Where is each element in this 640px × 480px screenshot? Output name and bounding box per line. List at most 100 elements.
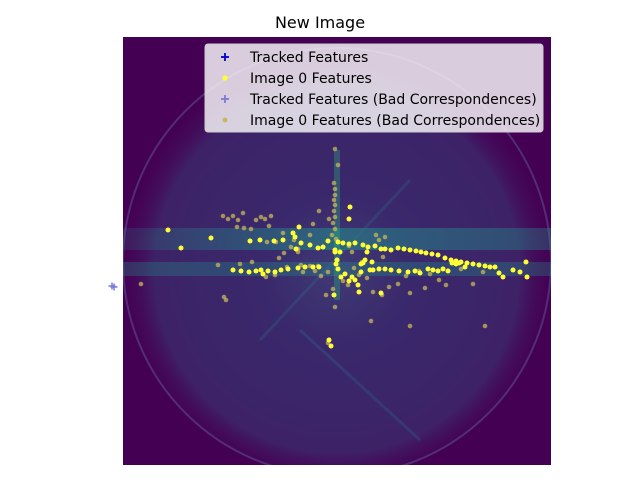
image-0-features-point [325, 238, 331, 244]
image-0-features-point [500, 274, 506, 280]
image-0-features-bad-correspondences-point [225, 216, 231, 222]
image-0-features-point [355, 282, 361, 288]
image-0-features-point [247, 238, 253, 244]
image-0-features-point [429, 251, 435, 257]
image-0-features-point [358, 269, 364, 275]
image-0-features-bad-correspondences-point [332, 202, 338, 208]
image-0-features-point [449, 260, 455, 266]
image-0-features-point [435, 268, 441, 274]
image-0-features-bad-correspondences-point [300, 269, 306, 275]
sonar-fov-circle [123, 47, 551, 465]
image-0-features-bad-correspondences-point [325, 269, 331, 275]
image-0-features-point [331, 292, 337, 298]
image-0-features-point [334, 257, 340, 263]
image-0-features-bad-correspondences-point [480, 269, 486, 275]
image-0-features-bad-correspondences-point [351, 265, 357, 271]
scatter-marks [108, 146, 530, 349]
image-0-features-point [423, 250, 429, 256]
image-0-features-point [253, 268, 259, 274]
image-0-features-bad-correspondences-point [340, 278, 346, 284]
image-0-features-point [310, 264, 316, 270]
image-0-features-bad-correspondences-point [349, 249, 355, 255]
image-0-features-point [372, 243, 378, 249]
image-0-features-bad-correspondences-point [422, 285, 428, 291]
image-0-features-bad-correspondences-point [443, 282, 449, 288]
image-0-features-point [238, 268, 244, 274]
image-0-features-bad-correspondences-point [263, 274, 269, 280]
image-0-features-bad-correspondences-point [298, 262, 304, 268]
image-0-features-point [302, 264, 308, 270]
image-0-features-point [230, 267, 236, 273]
image-0-features-bad-correspondences-point [373, 232, 379, 238]
image-0-features-point [208, 235, 214, 241]
legend-label-tracked-bad: Tracked Features (Bad Correspondences) [249, 92, 537, 108]
image-0-features-point [395, 245, 401, 251]
image-0-features-point [246, 269, 252, 275]
image-0-features-bad-correspondences-point [364, 275, 370, 281]
image-0-features-point [496, 270, 502, 276]
image-0-features-bad-correspondences-point [470, 281, 476, 287]
image-0-features-bad-correspondences-point [235, 217, 241, 223]
image-0-features-point [425, 266, 431, 272]
sonar-diagonal-streak-2 [298, 328, 422, 442]
image-0-features-bad-correspondences-point [234, 224, 240, 230]
image-0-features-point [456, 260, 462, 266]
image-0-features-bad-correspondences-point [395, 281, 401, 287]
image-0-features-point [412, 268, 418, 274]
image-0-features-bad-correspondences-point [458, 266, 464, 272]
image-0-features-point [320, 244, 326, 250]
image-0-features-point [265, 268, 271, 274]
legend-label-image0-features: Image 0 Features [250, 71, 372, 87]
image-0-features-bad-correspondences-point [281, 250, 287, 256]
image-0-features-bad-correspondences-point [407, 323, 413, 329]
image-0-features-point [346, 241, 352, 247]
image-0-features-point [417, 270, 423, 276]
image-0-features-bad-correspondences-point [332, 226, 338, 232]
image-0-features-point [346, 278, 352, 284]
dot-marker-icon [222, 117, 228, 123]
image-0-features-bad-correspondences-point [276, 255, 282, 261]
image-0-features-bad-correspondences-point [220, 213, 226, 219]
image-0-features-point [523, 259, 529, 265]
image-0-features-point [340, 240, 346, 246]
image-0-features-point [342, 271, 348, 277]
image-0-features-bad-correspondences-point [330, 286, 336, 292]
image-0-features-bad-correspondences-point [318, 273, 324, 279]
image-0-features-bad-correspondences-point [386, 284, 392, 290]
image-0-features-point [328, 343, 334, 349]
tracked-features-bad-correspondences-point [110, 283, 118, 291]
image-0-features-point [510, 267, 516, 273]
image-0-features-bad-correspondences-point [237, 261, 243, 267]
image-0-features-point [260, 271, 266, 277]
image-0-features-point [396, 268, 402, 274]
image-0-features-bad-correspondences-point [312, 268, 318, 274]
image-0-features-point [293, 246, 299, 252]
legend-entry-tracked-features: Tracked Features [221, 50, 368, 66]
image-0-features-point [470, 261, 476, 267]
image-0-features-bad-correspondences-point [248, 226, 254, 232]
image-0-features-point [401, 246, 407, 252]
legend-label-tracked-features: Tracked Features [249, 50, 368, 66]
chart-title: New Image [275, 13, 365, 32]
image-0-features-point [440, 266, 446, 272]
image-0-features-bad-correspondences-point [427, 271, 433, 277]
legend-entry-tracked-bad: Tracked Features (Bad Correspondences) [221, 92, 537, 108]
image-0-features-point [388, 267, 394, 273]
image-0-features-point [290, 230, 296, 236]
image-0-features-point [285, 266, 291, 272]
image-0-features-bad-correspondences-point [332, 214, 338, 220]
image-0-features-point [382, 266, 388, 272]
image-0-features-bad-correspondences-point [280, 230, 286, 236]
image-0-features-bad-correspondences-point [138, 281, 144, 287]
dot-marker-icon [222, 75, 228, 81]
image-0-features-point [280, 237, 286, 243]
image-0-features-point [435, 252, 441, 258]
image-0-features-point [298, 240, 304, 246]
image-0-features-bad-correspondences-point [376, 237, 382, 243]
image-0-features-point [257, 237, 263, 243]
image-0-features-bad-correspondences-point [230, 213, 236, 219]
image-0-features-bad-correspondences-point [223, 297, 229, 303]
image-0-features-point [271, 238, 277, 244]
image-0-features-bad-correspondences-point [262, 216, 268, 222]
image-0-features-point [442, 255, 448, 261]
